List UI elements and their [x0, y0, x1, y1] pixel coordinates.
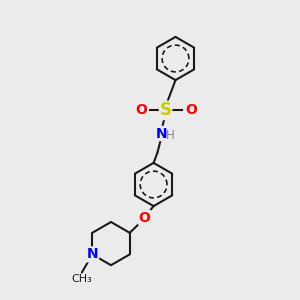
Text: N: N — [86, 248, 98, 261]
Text: O: O — [139, 211, 151, 224]
Text: S: S — [160, 101, 172, 119]
Text: N: N — [156, 127, 167, 140]
Text: CH₃: CH₃ — [71, 274, 92, 284]
Text: O: O — [135, 103, 147, 117]
Text: H: H — [165, 129, 174, 142]
Text: O: O — [185, 103, 197, 117]
